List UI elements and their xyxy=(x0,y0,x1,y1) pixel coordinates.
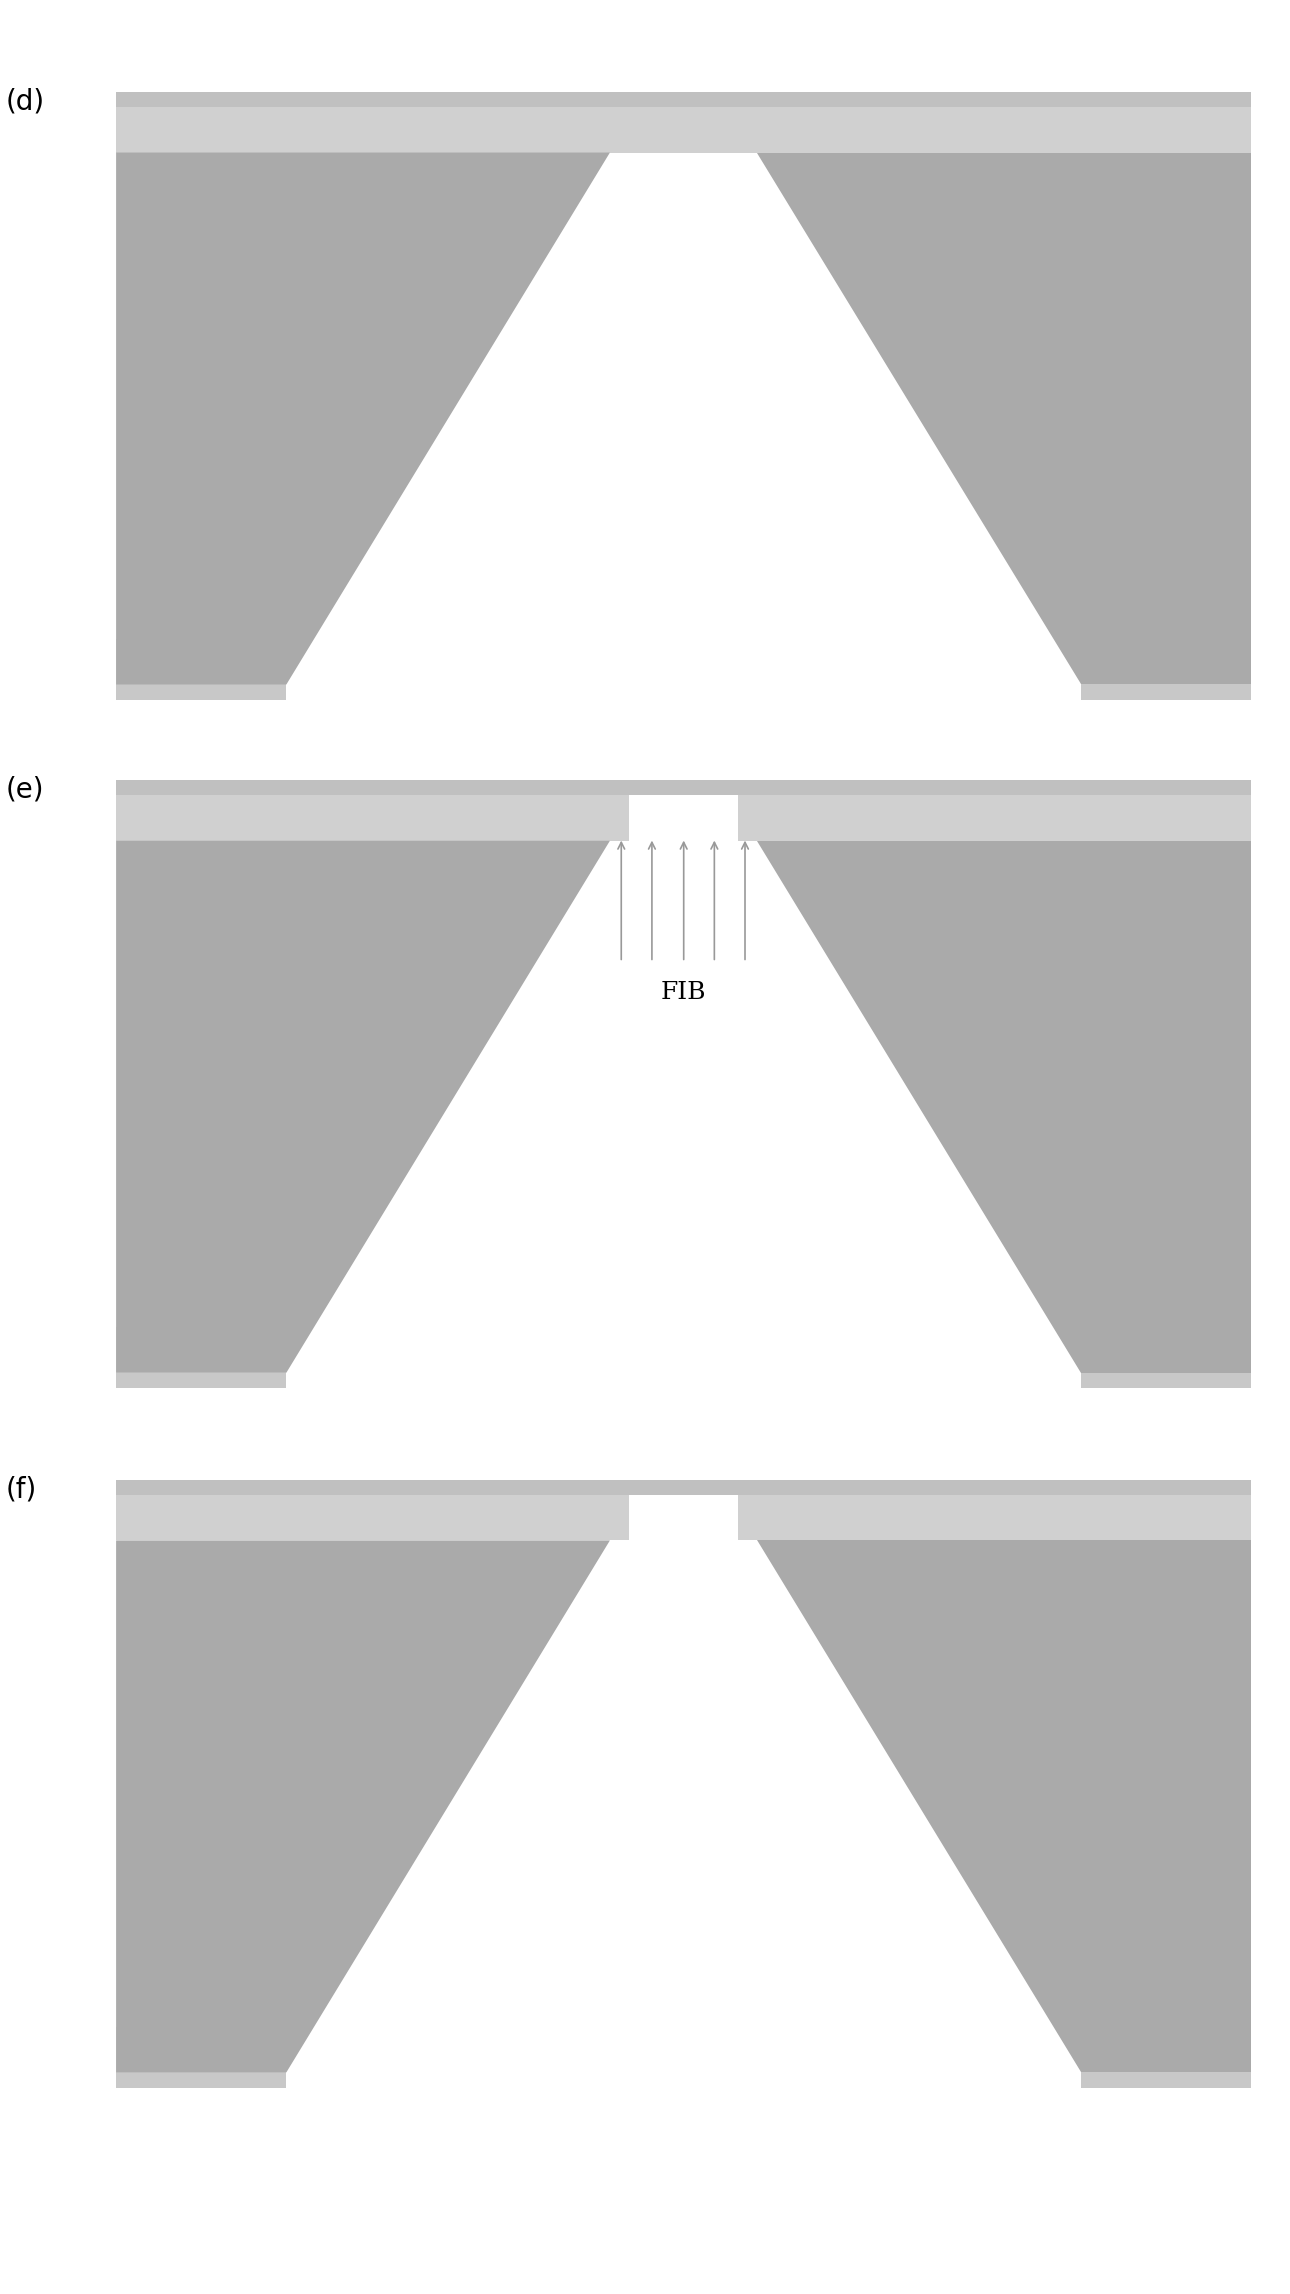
Bar xyxy=(116,796,630,842)
Bar xyxy=(116,2028,286,2071)
Bar xyxy=(738,1496,1251,1542)
Bar xyxy=(116,640,286,684)
Bar xyxy=(116,684,286,700)
Bar xyxy=(116,1496,630,1542)
Bar xyxy=(1081,2071,1251,2088)
Polygon shape xyxy=(757,842,1251,1372)
Bar xyxy=(116,780,1251,796)
Bar xyxy=(116,108,1251,154)
Polygon shape xyxy=(116,1542,610,2071)
Polygon shape xyxy=(116,154,610,684)
Bar xyxy=(116,1326,286,1372)
Bar xyxy=(1081,1326,1251,1372)
Text: (e): (e) xyxy=(5,775,44,803)
Text: (f): (f) xyxy=(5,1475,36,1503)
Text: (d): (d) xyxy=(5,87,44,115)
Bar xyxy=(116,2071,286,2088)
Polygon shape xyxy=(757,1542,1251,2071)
Bar xyxy=(738,796,1251,842)
Bar xyxy=(1081,2028,1251,2071)
Bar xyxy=(1081,640,1251,684)
Bar xyxy=(116,1372,286,1388)
Bar xyxy=(116,92,1251,108)
Bar xyxy=(1081,1372,1251,1388)
Polygon shape xyxy=(757,154,1251,684)
Text: FIB: FIB xyxy=(660,980,707,1002)
Polygon shape xyxy=(116,842,610,1372)
Bar xyxy=(1081,684,1251,700)
Bar xyxy=(116,1480,1251,1496)
